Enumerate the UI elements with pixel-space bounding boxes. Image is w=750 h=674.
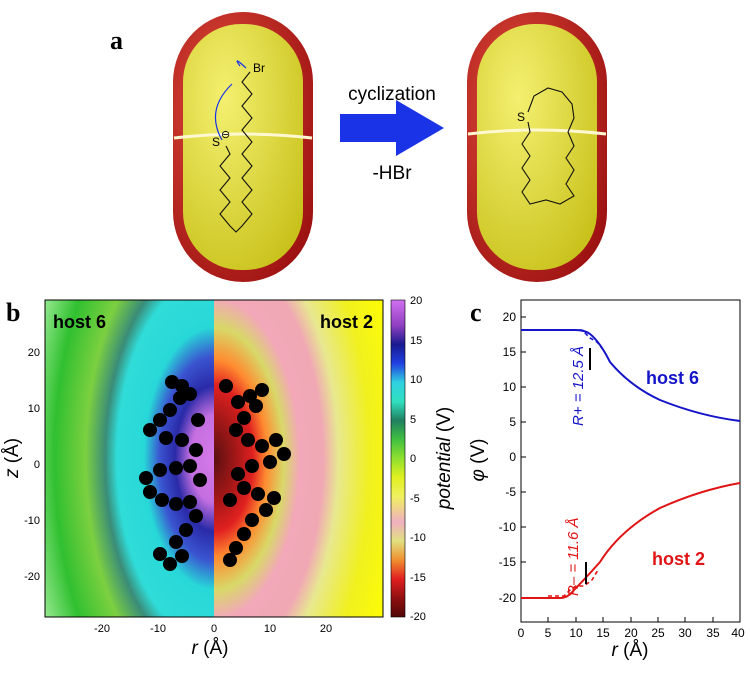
map-y-tick: 20 [28,347,40,359]
host6-atoms [139,375,207,571]
map-left-label: host 6 [53,312,106,332]
profile-y-tick: 15 [503,345,517,359]
profile-y-tick: -5 [505,485,516,499]
potential-profile-plot: 20 15 10 5 0 -5 -10 -15 -20 0 5 10 15 20… [468,299,745,661]
host2-solid-curve [521,482,741,599]
profile-y-label: φ (V) [468,438,489,481]
potential-map: host 6 host 2 -20 -10 0 10 20 20 10 0 -1… [2,295,455,659]
profile-x-label: r (Å) [612,640,649,661]
r-plus-label: R+ = 12.5 Å [570,346,587,426]
r-minus-label: R– = 11.6 Å [565,517,582,596]
profile-x-tick: 20 [624,626,638,640]
colorbar-ticks: 20 15 10 5 0 -5 -10 -15 -20 [410,295,426,623]
profile-x-tick: 25 [651,626,665,640]
host6-label: host 6 [646,368,699,388]
host2-dashed-curve [548,569,599,597]
colorbar-tick: -15 [410,572,426,584]
map-y-tick: 0 [34,459,40,471]
left-sulfur-label: S [212,135,220,149]
profile-y-tick: 10 [503,380,517,394]
bromine-label: Br [253,61,265,75]
map-y-tick: -20 [24,571,40,583]
profile-y-tick: 5 [509,415,516,429]
colorbar-tick: -5 [410,493,420,505]
profile-y-tick: -10 [499,520,517,534]
profile-x-tick: 40 [731,626,745,640]
map-y-tick: 10 [28,403,40,415]
profile-y-ticks: 20 15 10 5 0 -5 -10 -15 -20 [499,310,517,605]
profile-x-tick: 35 [706,626,720,640]
profile-y-tick: 0 [509,450,516,464]
right-capsule [467,12,607,282]
map-y-tick: -10 [24,515,40,527]
arrow-bottom-label: -HBr [372,163,412,184]
colorbar-tick: -10 [410,532,426,544]
colorbar-tick: 10 [410,374,422,386]
map-x-tick: 0 [211,623,217,635]
colorbar-tick: 0 [410,453,416,465]
arrow-top-label: cyclization [348,84,436,105]
profile-y-tick: 20 [503,310,517,324]
map-x-tick: -10 [150,623,166,635]
profile-axis-ticks [521,316,714,622]
colorbar-tick: 5 [410,414,416,426]
profile-x-tick: 5 [545,626,552,640]
map-x-tick: 10 [264,623,276,635]
colorbar-tick: -20 [410,611,426,623]
reaction-arrow [340,100,444,156]
panel-c-letter: c [470,298,482,327]
colorbar-tick: 20 [410,295,422,307]
map-x-tick: -20 [94,623,110,635]
profile-y-tick: -20 [499,591,517,605]
right-molecule [521,87,575,205]
right-sulfur-label: S [517,110,525,124]
profile-x-tick: 0 [518,626,525,640]
profile-x-tick: 15 [596,626,610,640]
profile-x-tick: 10 [569,626,583,640]
panel-a-illustration: Br S ⊖ cyclization -HBr S [173,12,607,282]
map-y-ticks: 20 10 0 -10 -20 [24,347,40,583]
map-left-half [45,300,214,617]
panel-a-letter: a [110,26,123,55]
map-x-ticks: -20 -10 0 10 20 [94,623,332,635]
map-right-half [214,300,383,617]
map-x-label: r (Å) [192,638,229,659]
colorbar-label: potential (V) [434,407,455,510]
left-capsule [173,12,313,282]
profile-x-ticks: 0 5 10 15 20 25 30 35 40 [518,626,745,640]
host6-dashed-curve [565,329,606,353]
host6-solid-curve [521,329,741,422]
host2-atoms [219,379,291,567]
left-molecule [214,60,253,233]
map-x-tick: 20 [320,623,332,635]
profile-y-tick: -15 [499,555,517,569]
charge-label: ⊖ [221,129,230,141]
host2-label: host 2 [652,549,705,569]
profile-x-tick: 30 [678,626,692,640]
colorbar-tick: 15 [410,335,422,347]
map-right-label: host 2 [320,312,373,332]
map-y-label: z (Å) [2,438,23,479]
panel-b-letter: b [6,298,21,327]
colorbar [390,299,406,618]
